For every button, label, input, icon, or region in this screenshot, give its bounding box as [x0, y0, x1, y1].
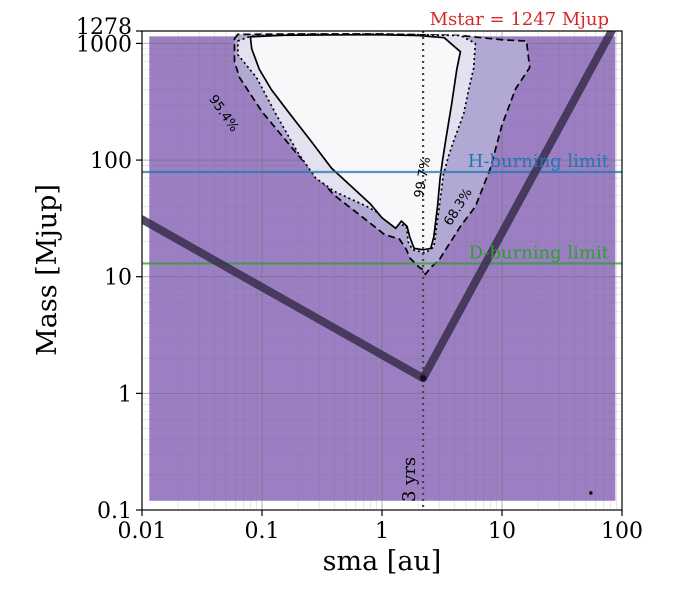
y-axis-label: Mass [Mjup]: [32, 184, 63, 356]
x-axis-label: sma [au]: [323, 546, 442, 577]
contours: [233, 33, 531, 276]
contour-3: [249, 33, 462, 251]
reference-label-1: H-burning limit: [468, 151, 610, 172]
x-tick-label: 0.1: [245, 519, 280, 544]
x-tick-label: 1: [375, 519, 389, 544]
x-tick-label: 0.01: [118, 519, 167, 544]
x-tick-label: 10: [488, 519, 516, 544]
y-tick-label: 1: [118, 382, 132, 407]
x-tick-label: 100: [601, 519, 643, 544]
y-tick-label: 10: [104, 266, 132, 291]
chart-title: Mstar = 1247 Mjup: [430, 9, 609, 30]
marker-point-2: [589, 491, 593, 495]
constraint-lines: [142, 31, 616, 383]
y-tick-label: 100: [90, 149, 132, 174]
marker-point-1: [420, 375, 427, 382]
constraint-line-2: [419, 31, 616, 383]
markers: [420, 375, 593, 495]
y-tick-label: 1000: [76, 32, 132, 57]
y-tick-label: 1278: [76, 15, 132, 40]
period-marker-label: 3 yrs: [399, 457, 420, 502]
reference-label-2: D-burning limit: [469, 242, 610, 263]
y-tick-label: 0.1: [97, 499, 132, 524]
constraint-line-1: [142, 215, 428, 383]
contour-label-3: 99.7%: [412, 156, 434, 199]
